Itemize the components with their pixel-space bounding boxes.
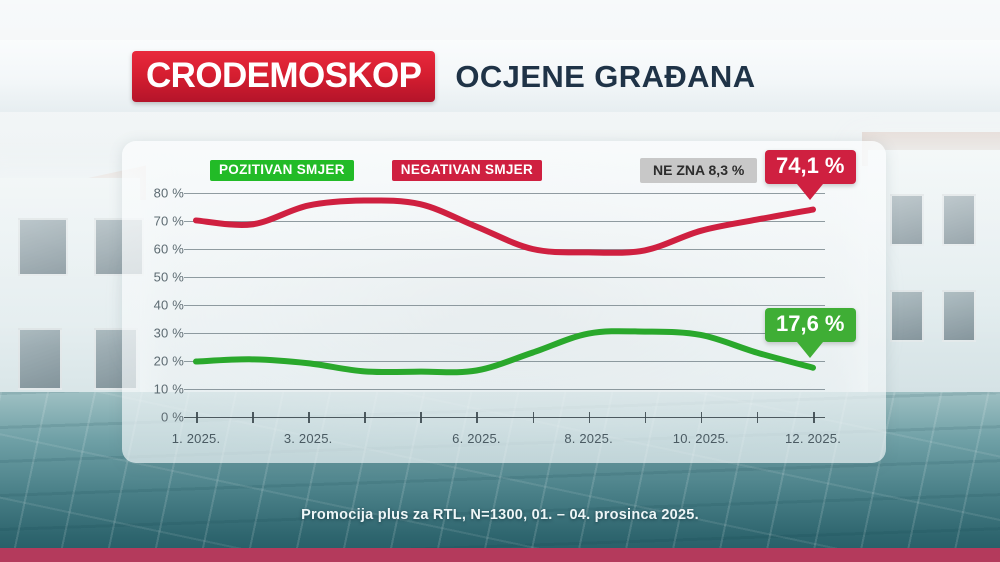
- plot-area: 0 % 10 % 20 % 30 % 40 % 50 % 60 % 70 % 80 % 1. 20…: [122, 141, 886, 463]
- gridline-30: [184, 333, 825, 334]
- gridline-20: [184, 361, 825, 362]
- x-axis-label-12: 12. 2025.: [784, 431, 842, 446]
- y-axis-label-80: 80 %: [153, 185, 184, 201]
- x-axis-tick-8: [588, 412, 591, 423]
- legend-item-negative[interactable]: NEGATIVAN SMJER: [391, 160, 543, 181]
- y-axis-label-60: 60 %: [153, 241, 184, 257]
- gridline-70: [184, 221, 825, 222]
- gridline-50: [184, 277, 825, 278]
- page-title: OCJENE GRAĐANA: [455, 58, 756, 94]
- series-line-positive: [193, 328, 816, 376]
- x-axis-label-1: 1. 2025.: [171, 431, 221, 446]
- gridline-60: [184, 249, 825, 250]
- callout-negative-value: 74,1 %: [765, 149, 856, 184]
- x-axis-label-10: 10. 2025.: [672, 431, 729, 446]
- y-axis-label-10: 10 %: [153, 381, 184, 397]
- header-bar: CRODEMOSKOP OCJENE GRAĐANA: [0, 40, 1000, 112]
- x-axis-tick-11: [756, 412, 759, 423]
- series-line-negative: [193, 197, 816, 256]
- legend-item-dont-know: NE ZNA 8,3 %: [640, 158, 758, 183]
- chart-lines: [193, 197, 816, 376]
- x-axis-tick-12: [813, 412, 815, 423]
- x-axis-tick-7: [532, 412, 535, 423]
- bottom-accent-bar: [0, 548, 1000, 562]
- x-axis-tick-5: [420, 412, 422, 423]
- y-axis-label-70: 70 %: [153, 213, 184, 229]
- x-axis-tick-6: [476, 412, 478, 423]
- y-axis-label-30: 30 %: [153, 325, 184, 341]
- chart-legend: POZITIVAN SMJER NEGATIVAN SMJER NE ZNA 8…: [210, 158, 758, 183]
- y-axis-label-20: 20 %: [153, 353, 184, 369]
- source-note: Promocija plus za RTL, N=1300, 01. – 04.…: [301, 507, 699, 523]
- brand-label: CRODEMOSKOP: [146, 55, 422, 95]
- x-axis-label-6: 6. 2025.: [452, 431, 501, 446]
- brand-badge: CRODEMOSKOP: [132, 50, 436, 102]
- x-axis-tick-1: [196, 412, 198, 423]
- y-axis-label-0: 0 %: [160, 409, 184, 425]
- gridline-80: [184, 193, 825, 194]
- legend-item-positive[interactable]: POZITIVAN SMJER: [210, 160, 354, 181]
- gridline-0: [184, 417, 825, 418]
- x-axis-tick-4: [364, 412, 366, 423]
- x-axis-tick-2: [252, 412, 254, 423]
- x-axis-tick-9: [644, 412, 647, 423]
- gridline-10: [184, 389, 825, 390]
- y-axis-label-40: 40 %: [153, 297, 184, 313]
- callout-positive-value: 17,6 %: [765, 307, 856, 342]
- x-axis-tick-10: [700, 412, 703, 423]
- x-axis-label-3: 3. 2025.: [283, 431, 333, 446]
- gridline-40: [184, 305, 825, 306]
- y-axis-label-50: 50 %: [153, 269, 184, 285]
- x-axis-label-8: 8. 2025.: [564, 431, 613, 446]
- x-axis-tick-3: [308, 412, 310, 423]
- chart-panel: POZITIVAN SMJER NEGATIVAN SMJER NE ZNA 8…: [122, 141, 886, 463]
